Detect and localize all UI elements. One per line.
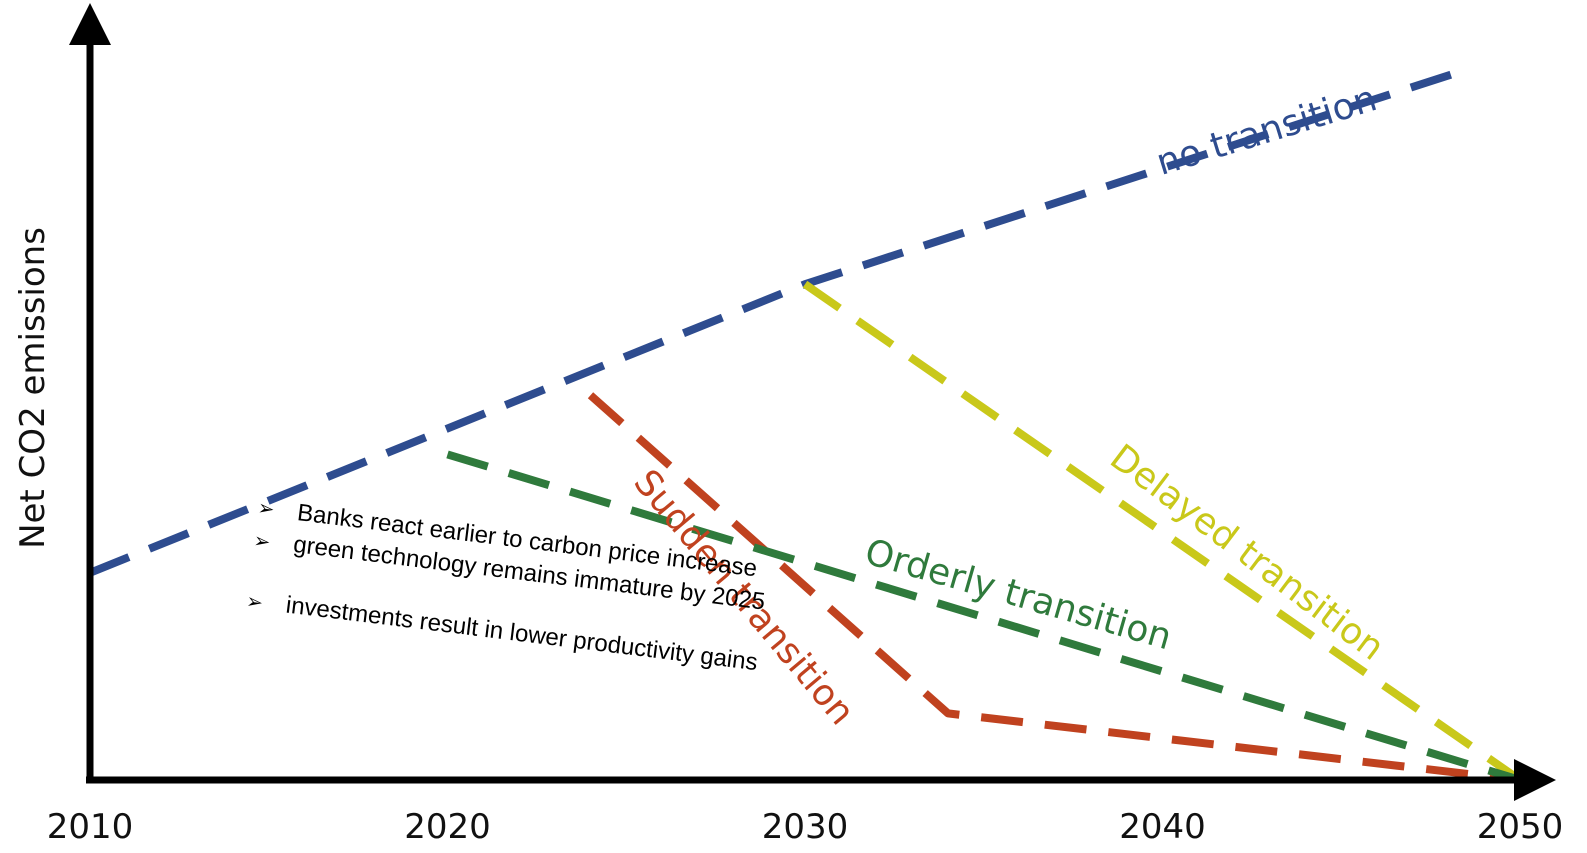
bullet-marker-3: ➢ [245, 589, 265, 615]
series-line-delayed-transition [802, 280, 1523, 784]
series-label-no-transition: no transition [1152, 78, 1382, 184]
x-tick-label: 2050 [1477, 807, 1564, 847]
x-tick-label: 2010 [47, 807, 134, 847]
x-tick-label: 2030 [762, 807, 849, 847]
bullet-marker-1: ➢ [256, 495, 276, 521]
series-layer [88, 65, 1523, 784]
x-tick-label: 2040 [1119, 807, 1206, 847]
bullet-marker-2: ➢ [252, 528, 272, 554]
x-tick-label: 2020 [404, 807, 491, 847]
y-axis-title: Net CO2 emissions [13, 227, 53, 549]
series-line-orderly-transition [446, 450, 1522, 784]
series-line-sudden-transition [587, 392, 1521, 784]
x-tick-labels: 2010 2020 2030 2040 2050 [47, 807, 1564, 847]
